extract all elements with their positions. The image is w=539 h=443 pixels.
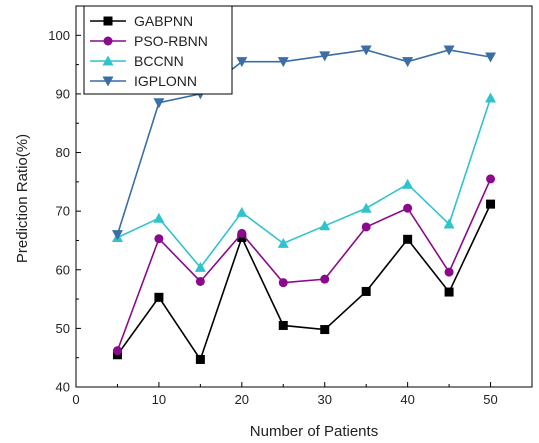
data-point-gabpnn [154,292,164,302]
series-line-igplonn [116,49,491,235]
data-point-gabpnn [486,199,496,209]
legend-entry-bccnn: BCCNN [90,53,184,69]
x-axis-ticks: 0 10 20 30 40 50 [72,382,498,407]
y-tick-label: 100 [48,28,70,43]
data-point-igplonn [402,57,414,68]
y-tick-label: 70 [56,204,70,219]
y-tick-label: 90 [56,86,70,101]
data-point-bccnn [153,212,165,223]
legend-label-bccnn: BCCNN [134,53,184,69]
x-tick-label: 0 [72,392,79,407]
data-point-bccnn [443,218,455,229]
series-bccnn [111,92,497,272]
data-point-pso-rbnn [486,174,496,184]
y-tick-label: 50 [56,321,70,336]
x-tick-label: 50 [483,392,497,407]
data-point-gabpnn [361,286,371,296]
legend-label-igplonn: IGPLONN [134,73,197,89]
y-axis-label: Prediction Ratio(%) [14,134,31,263]
series-line-gabpnn [116,203,492,362]
x-tick-label: 20 [235,392,249,407]
data-point-bccnn [402,178,414,189]
data-point-gabpnn [444,287,454,297]
data-point-igplonn [319,51,331,62]
plot-border [75,5,533,388]
y-tick-label: 80 [56,145,70,160]
data-point-igplonn [111,230,123,241]
data-point-pso-rbnn [237,228,247,238]
legend-label-gabpnn: GABPNN [134,13,193,29]
data-point-gabpnn [320,325,330,335]
data-point-bccnn [277,237,289,248]
legend-entry-gabpnn: GABPNN [90,13,193,29]
data-point-igplonn [360,45,372,56]
data-point-bccnn [194,261,206,272]
legend-marker-gabpnn [103,16,113,26]
data-point-bccnn [485,92,497,103]
legend-entry-igplonn: IGPLONN [90,73,197,89]
data-point-igplonn [153,98,165,109]
data-point-pso-rbnn [320,274,330,284]
data-point-pso-rbnn [112,346,122,356]
data-point-bccnn [236,206,248,217]
legend-marker-pso-rbnn [103,36,113,46]
data-point-igplonn [443,45,455,56]
x-tick-label: 30 [317,392,331,407]
x-tick-label: 10 [152,392,166,407]
legend-entry-pso-rbnn: PSO-RBNN [90,33,208,49]
data-point-pso-rbnn [278,278,288,288]
legend: GABPNN PSO-RBNN BCCNN IGPLONN [83,5,233,95]
legend-marker-bccnn [102,55,114,66]
legend-label-pso-rbnn: PSO-RBNN [134,33,208,49]
data-point-igplonn [485,52,497,63]
series-pso-rbnn [112,174,496,356]
plot-frame [75,5,533,388]
x-tick-label: 40 [400,392,414,407]
data-point-pso-rbnn [403,203,413,213]
data-point-pso-rbnn [154,234,164,244]
data-point-pso-rbnn [444,267,454,277]
x-axis-label: Number of Patients [250,423,378,440]
data-point-gabpnn [195,354,205,364]
data-point-pso-rbnn [195,276,205,286]
series-line-pso-rbnn [116,178,492,351]
data-point-gabpnn [403,234,413,244]
data-point-igplonn [236,57,248,68]
series-gabpnn [112,199,496,364]
y-tick-label: 60 [56,262,70,277]
y-tick-label: 40 [56,380,70,395]
data-point-gabpnn [278,320,288,330]
data-point-pso-rbnn [361,222,371,232]
y-axis-ticks: 40 50 60 70 80 90 100 [48,5,81,395]
data-point-igplonn [277,57,289,68]
series-line-bccnn [117,97,492,269]
data-point-bccnn [319,220,331,231]
data-point-bccnn [360,202,372,213]
legend-marker-igplonn [102,76,114,87]
